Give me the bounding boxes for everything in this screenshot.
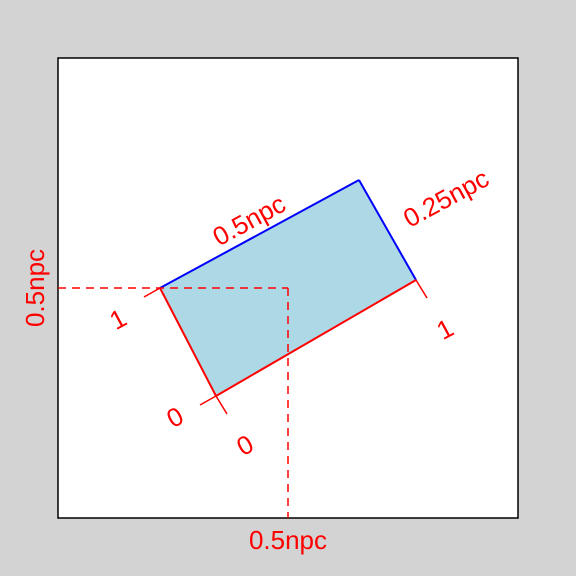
rect-bottom-edge [215, 279, 417, 397]
rect-top-edge [159, 179, 360, 289]
tick-y-axis-end [143, 287, 161, 298]
tick-y-axis-start [199, 395, 217, 406]
tick-x-axis-end [415, 279, 428, 299]
rect-left-edge [159, 287, 217, 397]
rect-right-edge [358, 179, 417, 281]
tick-x-axis-start [215, 395, 228, 415]
x-position-label: 0.5npc [249, 525, 327, 555]
y-position-label: 0.5npc [20, 249, 50, 327]
